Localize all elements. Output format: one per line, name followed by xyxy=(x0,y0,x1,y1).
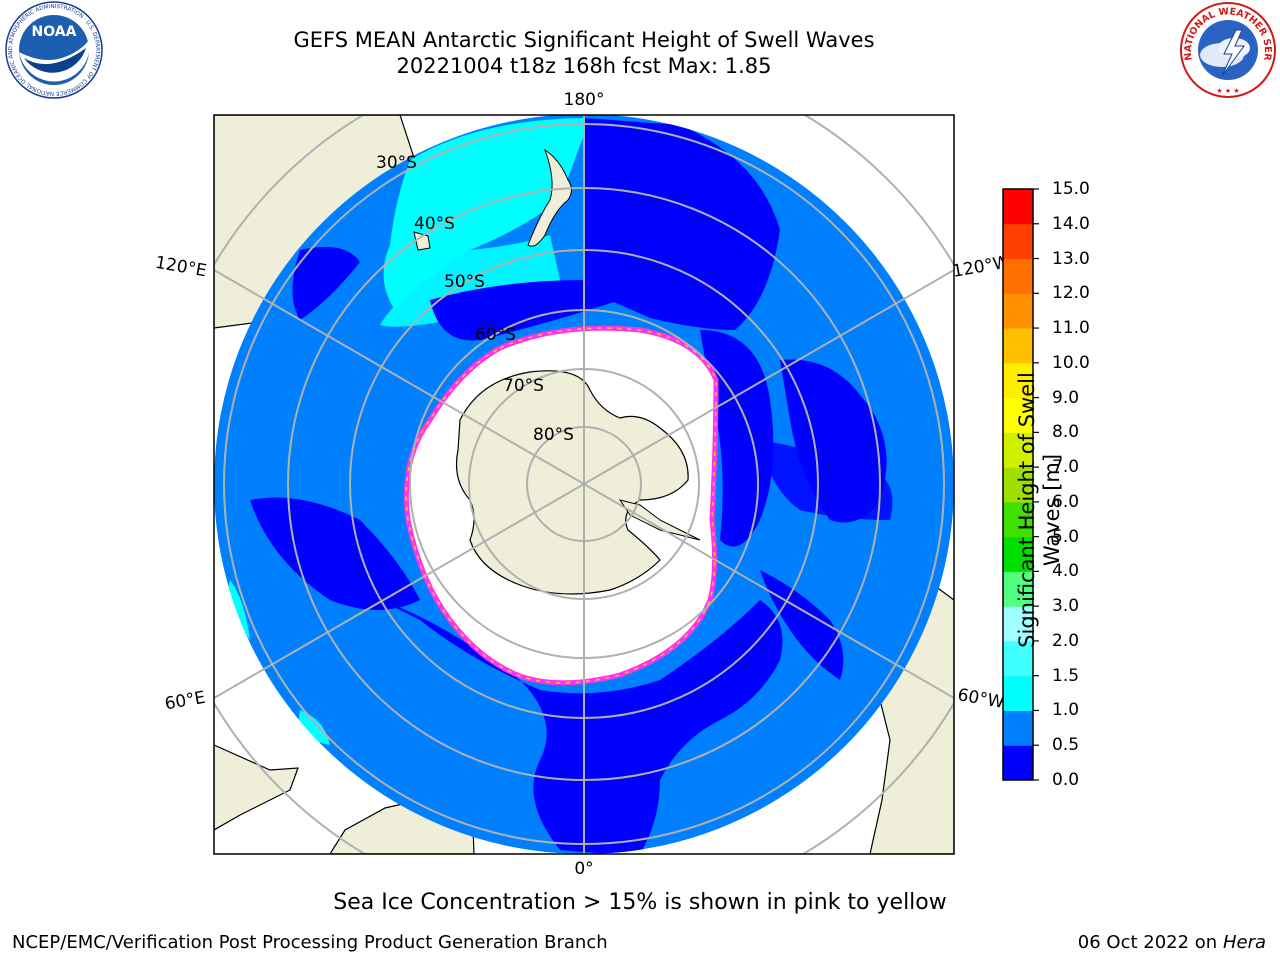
lat-label-40s: 40°S xyxy=(414,214,455,234)
colorbar-tick-label: 15.0 xyxy=(1052,179,1090,199)
lon-label-60e: 60°E xyxy=(163,688,207,715)
colorbar-segment xyxy=(1003,501,1033,538)
new-zealand xyxy=(527,148,572,247)
colorbar-segment xyxy=(1003,293,1033,329)
lat-label-70s: 70°S xyxy=(503,376,544,396)
lat-label-50s: 50°S xyxy=(444,272,485,292)
graticule xyxy=(214,115,954,854)
colorbar-tick-label: 13.0 xyxy=(1052,248,1090,269)
chart-subtitle: 20221004 t18z 168h fcst Max: 1.85 xyxy=(396,54,772,78)
colorbar-segment xyxy=(1003,710,1033,746)
colorbar-segment xyxy=(1003,571,1033,607)
colorbar-tick-label: 8.0 xyxy=(1052,422,1080,443)
colorbar-segment xyxy=(1003,258,1033,294)
map-frame xyxy=(213,114,955,855)
colorbar-segment xyxy=(1003,467,1033,503)
colorbar-tick-label: 0.5 xyxy=(1052,735,1080,756)
sea-ice-note: Sea Ice Concentration > 15% is shown in … xyxy=(333,890,947,915)
cyan-swell-patch-north xyxy=(383,118,590,310)
colorbar-tick-label: 6.0 xyxy=(1052,491,1080,512)
colorbar-tick-label: 1.0 xyxy=(1052,700,1080,721)
colorbar-tick-label: 7.0 xyxy=(1052,457,1080,478)
colorbar-segment xyxy=(1003,189,1033,225)
footer-date-text: 06 Oct 2022 on xyxy=(1077,932,1223,953)
colorbar-segment xyxy=(1003,745,1033,781)
colorbar-tick-label: 4.0 xyxy=(1052,561,1080,582)
lat-label-60s: 60°S xyxy=(475,325,516,345)
footer-date: 06 Oct 2022 on Hera xyxy=(1078,932,1266,953)
colorbar-segment xyxy=(1003,328,1033,364)
lat-label-80s: 80°S xyxy=(533,425,574,445)
colorbar-segment xyxy=(1003,640,1033,677)
colorbar-segment xyxy=(1003,606,1033,642)
lon-label-120e: 120°E xyxy=(154,253,208,282)
colorbar-tick-label: 9.0 xyxy=(1052,387,1080,408)
colorbar-segment xyxy=(1003,675,1033,711)
low-swell-region-north xyxy=(585,118,780,330)
lon-label-0: 0° xyxy=(574,859,593,879)
colorbar-segment xyxy=(1003,536,1033,572)
colorbar-segment xyxy=(1003,362,1033,399)
colorbar-segment xyxy=(1003,397,1033,433)
colorbar-segment xyxy=(1003,432,1033,468)
colorbar-frame xyxy=(1002,188,1034,781)
lat-label-30s: 30°S xyxy=(376,153,417,173)
noaa-logo-text: NOAA xyxy=(32,24,77,40)
map-frame-content: 30°S 40°S 50°S 60°S 70°S 80°S xyxy=(214,115,954,854)
chart-title: GEFS MEAN Antarctic Significant Height o… xyxy=(293,28,875,52)
colorbar-tick-label: 14.0 xyxy=(1052,213,1090,234)
colorbar-segment xyxy=(1003,223,1033,260)
colorbar-tick-label: 0.0 xyxy=(1052,770,1080,790)
colorbar-tick-label: 2.0 xyxy=(1052,630,1080,651)
svg-text:★ ★ ★: ★ ★ ★ xyxy=(1216,87,1239,95)
lon-label-60w: 60°W xyxy=(956,685,1006,713)
footer-credit: NCEP/EMC/Verification Post Processing Pr… xyxy=(12,932,608,953)
noaa-logo: NOAA NATIONAL OCEANIC AND ATMOSPHERIC AD… xyxy=(2,0,103,99)
colorbar xyxy=(1003,188,1039,781)
colorbar-tick-label: 10.0 xyxy=(1052,352,1090,373)
antarctica-landmass xyxy=(455,370,689,595)
colorbar-tick-label: 1.5 xyxy=(1052,665,1080,686)
lon-label-180: 180° xyxy=(564,90,605,110)
nws-logo: NATIONAL WEATHER SERVICE ★ ★ ★ xyxy=(1176,0,1276,98)
colorbar-tick-label: 5.0 xyxy=(1052,526,1080,547)
colorbar-tick-label: 3.0 xyxy=(1052,596,1080,617)
low-swell-region-south xyxy=(380,600,783,854)
footer-host: Hera xyxy=(1222,932,1266,953)
colorbar-tick-label: 12.0 xyxy=(1052,283,1090,304)
colorbar-tick-label: 11.0 xyxy=(1052,318,1090,339)
